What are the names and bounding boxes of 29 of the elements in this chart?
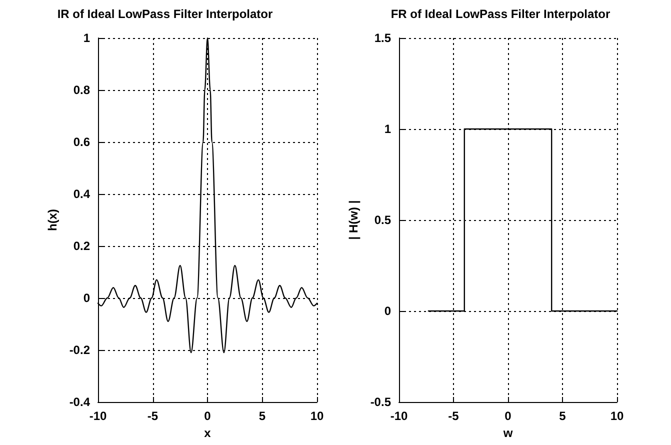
y-tick-label: 0.8	[73, 83, 90, 97]
x-tick-label: 10	[310, 409, 324, 423]
x-tick-label: 0	[504, 409, 512, 423]
y-axis-title: h(x)	[45, 209, 60, 231]
y-axis-title: | H(w) |	[346, 200, 360, 240]
y-tick-label: -0.2	[69, 343, 90, 357]
x-tick-label: -10	[390, 409, 408, 423]
x-tick-label: -5	[147, 409, 158, 423]
y-tick-label: -0.5	[370, 395, 392, 409]
y-tick-label: 0.2	[73, 239, 90, 253]
y-tick-label: 1.5	[374, 31, 392, 45]
y-tick-label: 1	[83, 31, 90, 45]
y-tick-label: 0.5	[374, 213, 392, 227]
chart-title: FR of Ideal LowPass Filter Interpolator	[390, 7, 611, 21]
chart-title: IR of Ideal LowPass Filter Interpolator	[57, 7, 274, 21]
x-tick-label: 5	[559, 409, 566, 423]
x-tick-label: 10	[610, 409, 624, 423]
x-tick-label: 0	[204, 409, 212, 423]
y-tick-label: 1	[384, 122, 392, 136]
y-tick-label: 0.6	[73, 135, 90, 149]
x-axis-title: w	[502, 426, 514, 440]
y-tick-label: 0.4	[73, 187, 90, 201]
y-tick-label: -0.4	[69, 395, 90, 409]
y-tick-label: 0	[384, 304, 392, 318]
x-tick-label: 5	[258, 409, 266, 423]
x-tick-label: -5	[448, 409, 460, 423]
y-tick-label: 0	[83, 291, 90, 305]
x-axis-title: x	[204, 426, 212, 440]
x-tick-label: -10	[89, 409, 107, 423]
